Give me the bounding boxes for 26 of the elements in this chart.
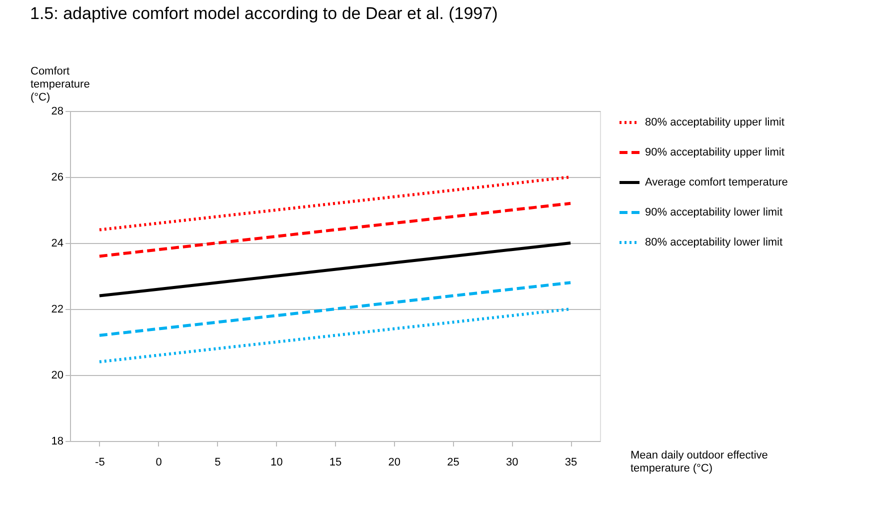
x-tick-label: -5 [95,456,105,468]
x-tick-label: 0 [156,456,162,468]
line-series [98,202,572,258]
y-tick-label: 22 [51,304,64,316]
y-axis-title: Comfort temperature (°C) [30,66,90,104]
x-tick-label: 30 [506,456,518,468]
legend-label: 90% acceptability lower limit [645,206,783,218]
chart-title: 1.5: adaptive comfort model according to de Dear et al. (1997) [30,4,498,23]
x-tick-label: 15 [329,456,342,468]
y-tick-label: 20 [51,370,64,382]
legend-label: 80% acceptability lower limit [645,236,783,248]
x-tick-label: 25 [447,456,460,468]
x-tick-label: 35 [564,456,578,468]
line-series [98,281,572,337]
y-tick-label: 26 [51,172,64,184]
x-tick-label: 20 [388,456,401,468]
x-axis-title: Mean daily outdoor effective temperature (°C) [630,450,768,474]
y-tick-label: 24 [51,238,64,250]
y-tick-label: 28 [51,106,64,118]
legend-label: 90% acceptability upper limit [645,146,784,158]
line-series [98,242,572,298]
legend-label: Average comfort temperature [645,176,788,188]
y-tick-label: 18 [51,436,64,448]
legend-label: 80% acceptability upper limit [645,116,784,128]
x-tick-label: 5 [214,456,221,468]
x-tick-label: 10 [270,456,283,468]
